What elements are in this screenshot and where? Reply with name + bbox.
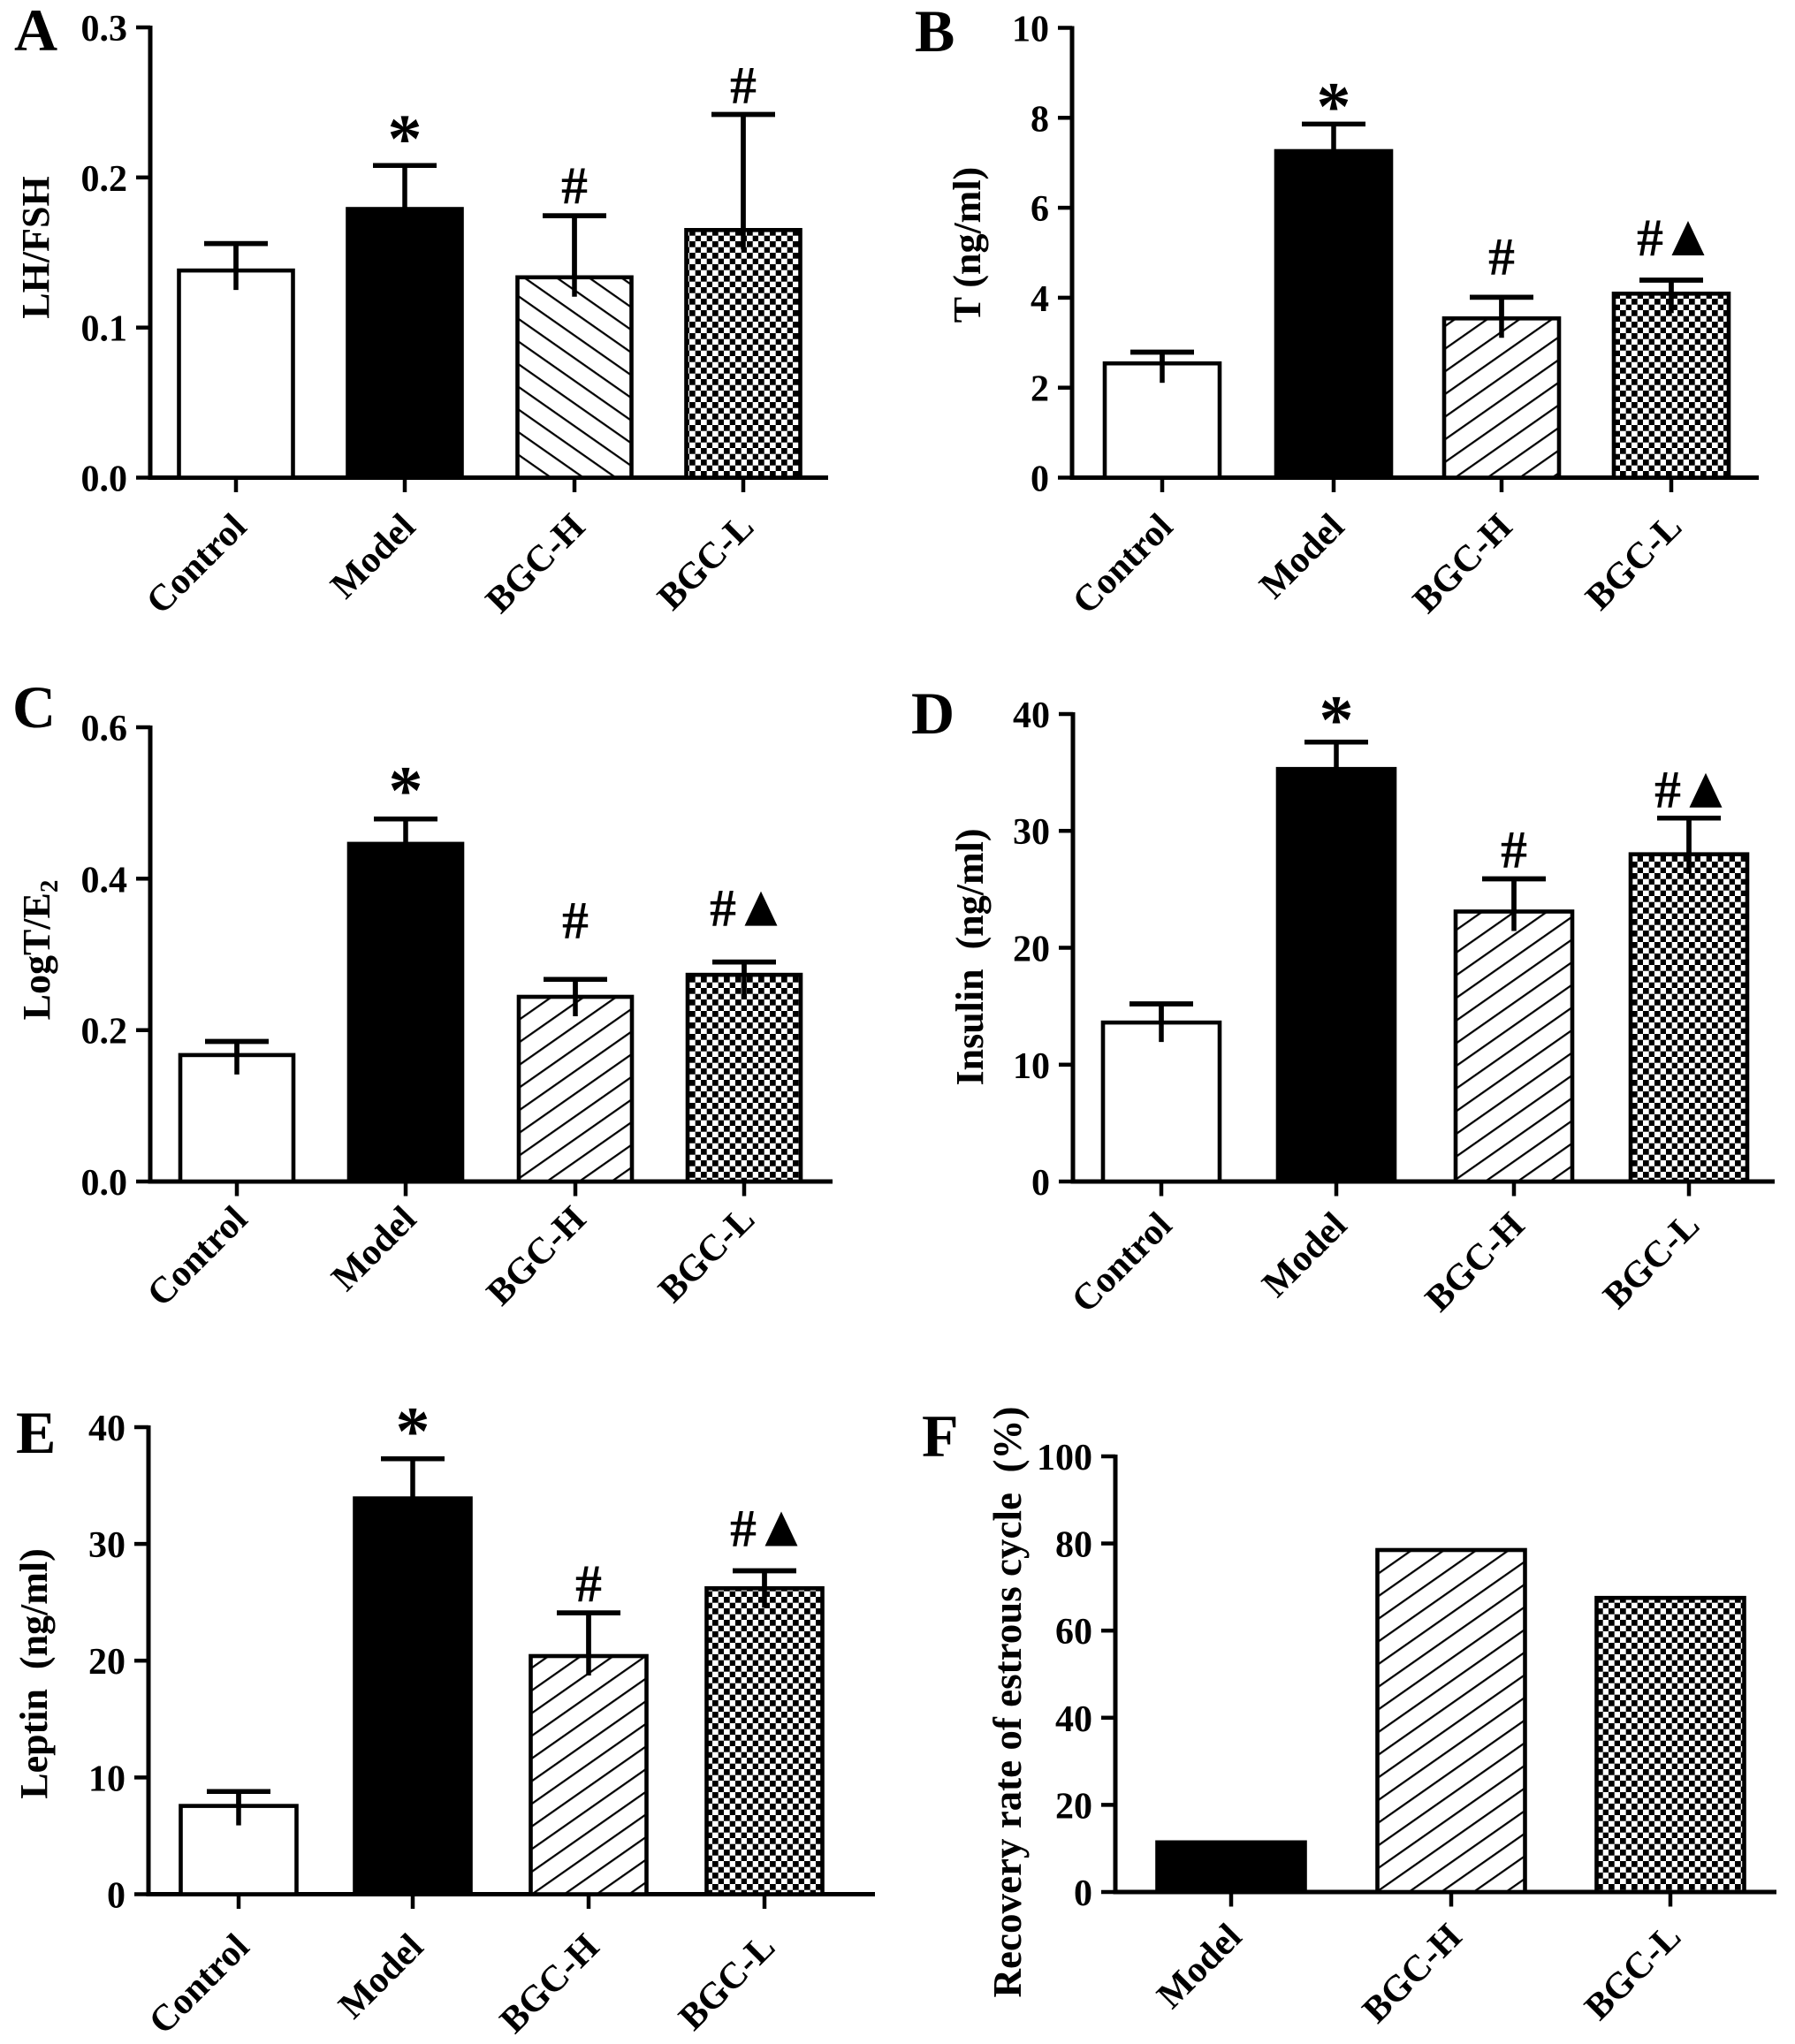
svg-text:#: # [561, 156, 588, 215]
svg-text:#: # [1488, 227, 1515, 285]
svg-text:0.2: 0.2 [81, 1012, 128, 1052]
svg-text:#: # [730, 1500, 757, 1558]
svg-text:10: 10 [1013, 1046, 1050, 1087]
svg-text:0: 0 [1074, 1873, 1092, 1914]
svg-text:0: 0 [1031, 460, 1049, 500]
svg-text:*: * [388, 100, 422, 177]
svg-text:0.3: 0.3 [81, 9, 128, 49]
svg-text:100: 100 [1037, 1438, 1092, 1478]
svg-text:#: # [730, 57, 757, 115]
svg-text:D: D [911, 680, 955, 747]
svg-text:80: 80 [1055, 1525, 1092, 1566]
svg-text:0.0: 0.0 [81, 460, 128, 500]
svg-text:10: 10 [1012, 10, 1049, 50]
svg-text:*: * [1320, 681, 1354, 758]
svg-text:0: 0 [1031, 1163, 1050, 1204]
svg-text:0.1: 0.1 [81, 309, 128, 350]
svg-text:40: 40 [1013, 695, 1050, 736]
svg-text:0.4: 0.4 [81, 860, 128, 900]
svg-text:B: B [915, 0, 955, 65]
svg-text:20: 20 [1013, 930, 1050, 970]
svg-text:4: 4 [1031, 279, 1049, 320]
svg-text:30: 30 [1013, 812, 1050, 853]
svg-text:2: 2 [1031, 369, 1049, 410]
svg-text:LogT/E2: LogT/E2 [15, 880, 64, 1021]
svg-text:30: 30 [88, 1525, 125, 1566]
svg-text:LH/FSH: LH/FSH [14, 176, 57, 318]
svg-text:6: 6 [1031, 189, 1049, 230]
svg-text:20: 20 [88, 1642, 125, 1683]
svg-text:0.2: 0.2 [81, 159, 128, 200]
svg-text:*: * [389, 752, 423, 829]
svg-text:#: # [710, 879, 736, 938]
svg-text:E: E [16, 1399, 56, 1466]
svg-text:0: 0 [107, 1876, 125, 1917]
svg-text:Insulin (ng/ml): Insulin (ng/ml) [948, 829, 992, 1086]
svg-text:8: 8 [1031, 99, 1049, 140]
svg-text:0.6: 0.6 [81, 709, 128, 749]
svg-text:A: A [14, 0, 57, 64]
svg-text:*: * [396, 1393, 430, 1470]
svg-text:#: # [1501, 821, 1527, 879]
svg-text:#: # [575, 1554, 602, 1613]
svg-text:F: F [922, 1402, 959, 1470]
svg-text:Recovery rate of estrous cycle: Recovery rate of estrous cycle (%) [985, 1407, 1030, 1998]
svg-text:*: * [1317, 67, 1351, 144]
svg-text:Leptin (ng/ml): Leptin (ng/ml) [12, 1548, 56, 1799]
svg-text:60: 60 [1055, 1612, 1092, 1653]
svg-text:T (ng/ml): T (ng/ml) [946, 167, 989, 323]
svg-text:0.0: 0.0 [81, 1163, 128, 1204]
svg-text:20: 20 [1055, 1786, 1092, 1827]
svg-text:40: 40 [88, 1409, 125, 1449]
svg-text:10: 10 [88, 1759, 125, 1799]
svg-text:C: C [12, 673, 56, 741]
svg-text:#: # [1654, 761, 1681, 819]
svg-text:#: # [1637, 209, 1663, 267]
svg-text:#: # [562, 891, 589, 949]
svg-text:40: 40 [1055, 1699, 1092, 1740]
